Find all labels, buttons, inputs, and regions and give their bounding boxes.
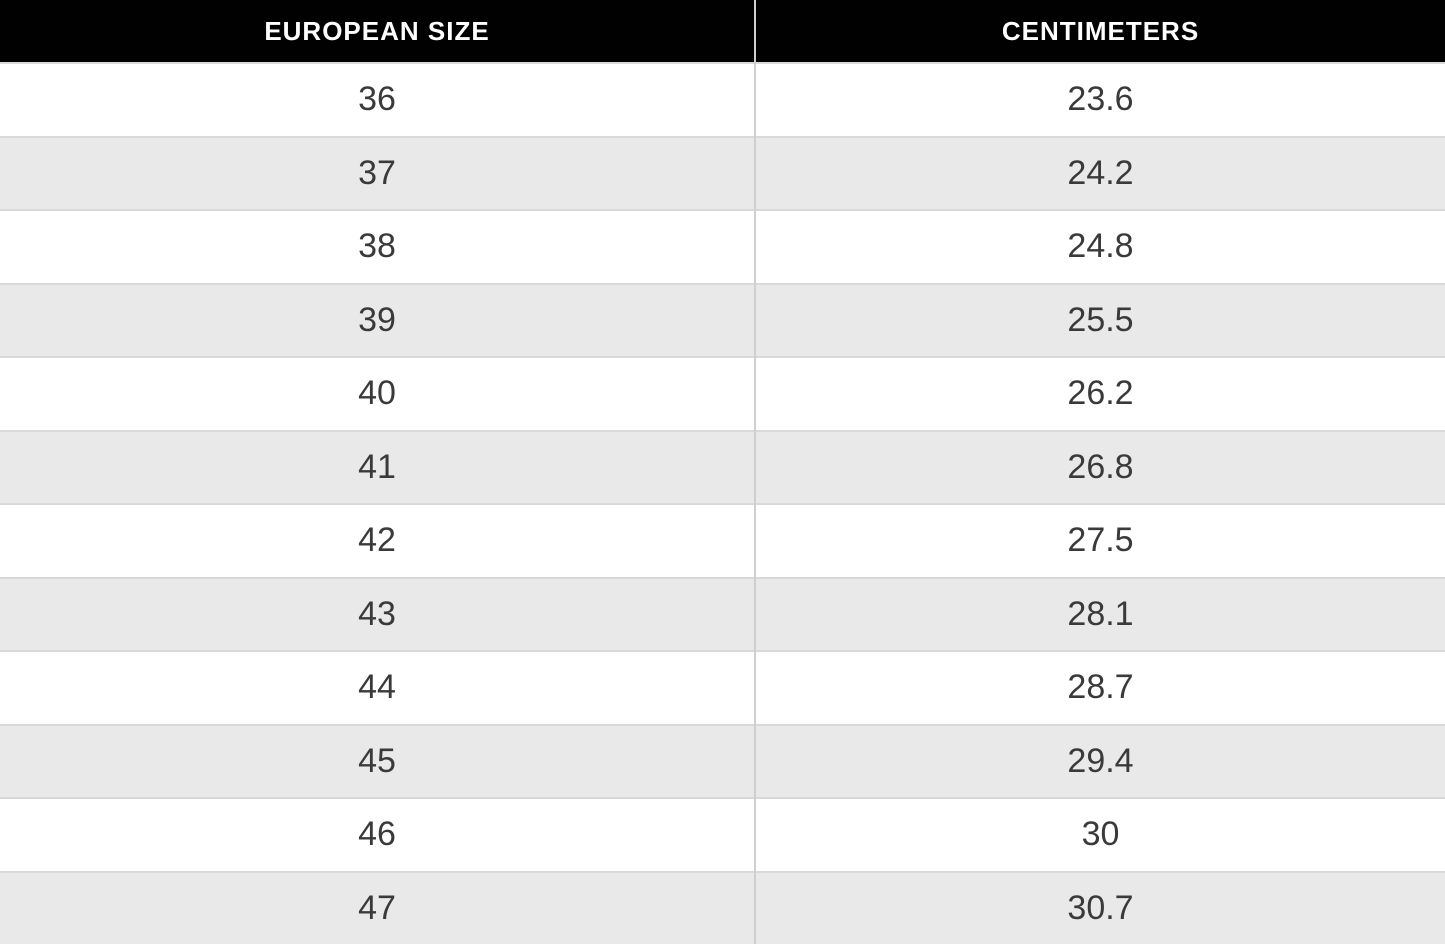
header-european-size: EUROPEAN SIZE (0, 0, 755, 63)
header-row: EUROPEAN SIZE CENTIMETERS (0, 0, 1445, 63)
size-cell: 36 (0, 63, 755, 137)
centimeters-cell: 25.5 (755, 284, 1445, 358)
header-centimeters: CENTIMETERS (755, 0, 1445, 63)
size-cell: 37 (0, 137, 755, 211)
size-cell: 45 (0, 725, 755, 799)
size-cell: 44 (0, 651, 755, 725)
centimeters-cell: 28.7 (755, 651, 1445, 725)
table-header: EUROPEAN SIZE CENTIMETERS (0, 0, 1445, 63)
centimeters-cell: 23.6 (755, 63, 1445, 137)
centimeters-cell: 30 (755, 798, 1445, 872)
centimeters-cell: 26.8 (755, 431, 1445, 505)
centimeters-cell: 29.4 (755, 725, 1445, 799)
size-cell: 38 (0, 210, 755, 284)
size-cell: 42 (0, 504, 755, 578)
centimeters-cell: 27.5 (755, 504, 1445, 578)
size-cell: 47 (0, 872, 755, 944)
size-cell: 46 (0, 798, 755, 872)
centimeters-cell: 24.8 (755, 210, 1445, 284)
size-cell: 40 (0, 357, 755, 431)
size-cell: 41 (0, 431, 755, 505)
size-cell: 43 (0, 578, 755, 652)
centimeters-cell: 24.2 (755, 137, 1445, 211)
size-cell: 39 (0, 284, 755, 358)
centimeters-cell: 30.7 (755, 872, 1445, 944)
centimeters-cell: 26.2 (755, 357, 1445, 431)
centimeters-cell: 28.1 (755, 578, 1445, 652)
